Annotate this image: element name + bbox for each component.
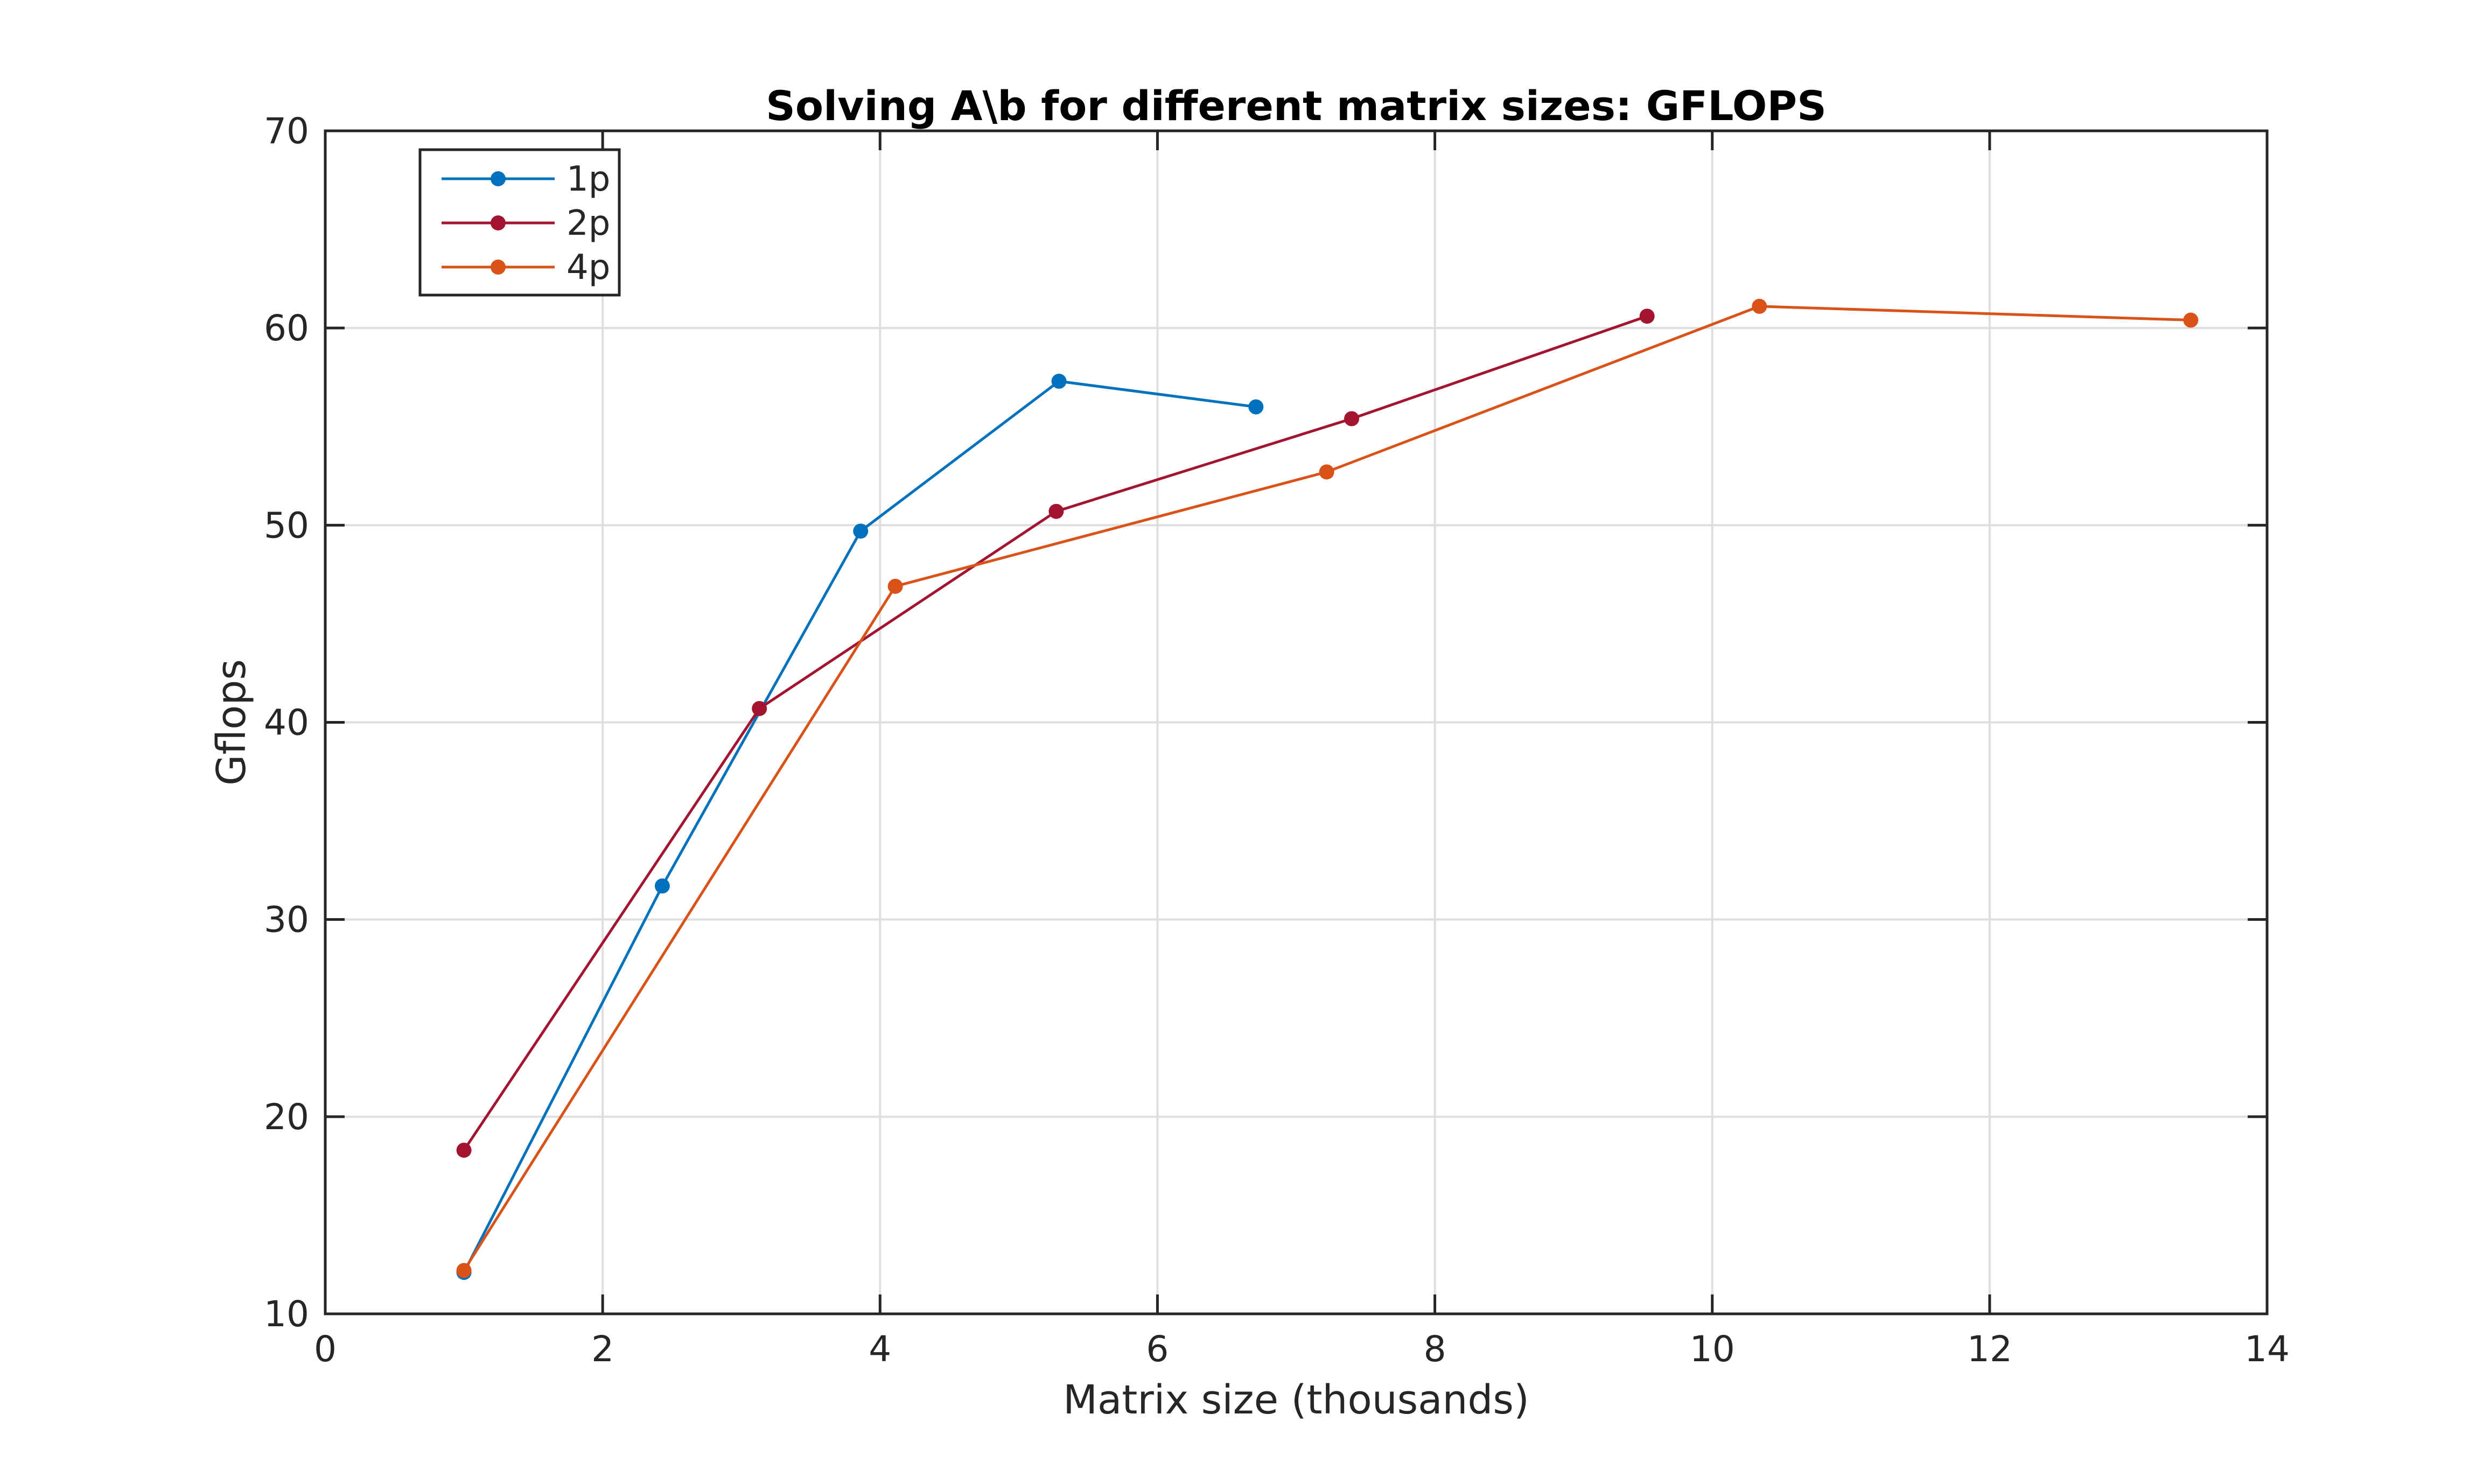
legend: 1p 2p 4p: [418, 148, 621, 297]
data-point-4p: [456, 1263, 472, 1278]
data-point-4p: [1319, 464, 1334, 480]
x-tick-label: 14: [2244, 1328, 2290, 1370]
x-tick-label: 2: [591, 1328, 614, 1370]
y-tick-label: 70: [264, 110, 309, 152]
x-tick-label: 12: [1967, 1328, 2012, 1370]
y-tick-label: 40: [264, 702, 309, 744]
data-point-1p: [1051, 374, 1067, 389]
y-tick-label: 60: [264, 307, 309, 349]
legend-swatch-marker: [491, 260, 506, 275]
legend-swatch-marker: [491, 215, 506, 230]
y-tick-label: 50: [264, 505, 309, 546]
x-tick-label: 8: [1424, 1328, 1446, 1370]
legend-label: 4p: [566, 248, 610, 288]
data-point-4p: [2183, 312, 2199, 328]
tick-labels: 0 2 4 6 8 10 12 14 10 20 30 40 50 60 70: [264, 110, 2290, 1370]
data-point-2p: [456, 1143, 472, 1158]
series-layer: [456, 298, 2199, 1280]
grid-lines: [325, 131, 2267, 1314]
data-point-1p: [654, 878, 670, 894]
series-4p: [456, 298, 2199, 1278]
data-point-1p: [853, 523, 869, 539]
data-point-2p: [752, 701, 767, 716]
data-point-4p: [887, 578, 903, 594]
data-point-4p: [1752, 298, 1767, 314]
legend-item-2p: 2p: [442, 204, 610, 243]
legend-item-1p: 1p: [442, 159, 610, 199]
y-tick-label: 20: [264, 1096, 309, 1138]
x-tick-label: 0: [314, 1328, 337, 1370]
chart-title: Solving A\b for different matrix sizes: …: [766, 82, 1827, 130]
x-tick-label: 10: [1690, 1328, 1735, 1370]
data-point-2p: [1344, 411, 1360, 426]
y-tick-label: 30: [264, 899, 309, 941]
axes-box: [324, 129, 2269, 1315]
series-1p: [456, 374, 1264, 1280]
x-tick-label: 6: [1146, 1328, 1169, 1370]
x-tick-label: 4: [869, 1328, 891, 1370]
data-point-2p: [1639, 309, 1655, 324]
data-point-1p: [1248, 399, 1264, 415]
y-tick-label: 10: [264, 1293, 309, 1335]
legend-label: 1p: [566, 159, 610, 199]
legend-label: 2p: [566, 204, 610, 243]
y-axis-label: Gflops: [208, 659, 255, 786]
legend-item-4p: 4p: [442, 248, 610, 288]
data-point-2p: [1048, 503, 1064, 519]
series-2p: [456, 309, 1655, 1158]
legend-swatch-marker: [491, 171, 506, 186]
x-axis-label: Matrix size (thousands): [1063, 1377, 1529, 1423]
